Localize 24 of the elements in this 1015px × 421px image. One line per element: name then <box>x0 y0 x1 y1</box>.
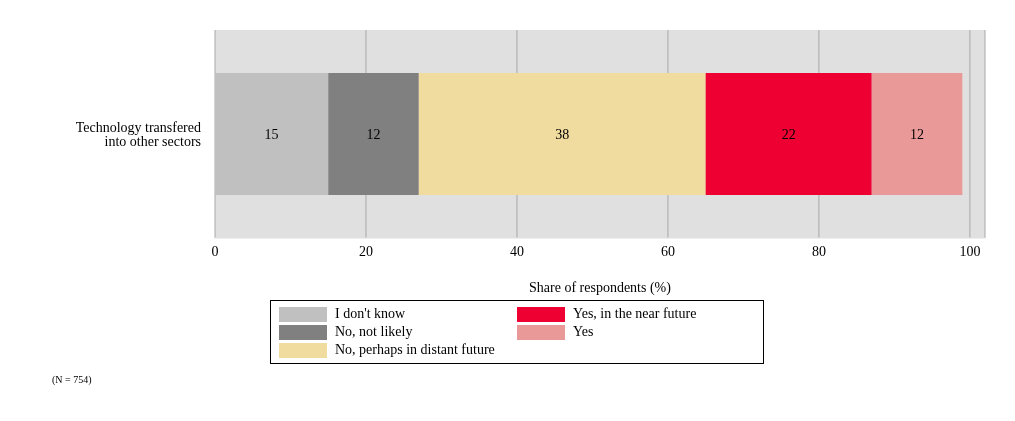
x-tick-label: 20 <box>358 243 373 259</box>
x-tick-label: 100 <box>959 243 981 259</box>
y-tick-label: Technology transfered into other sectors <box>75 119 201 149</box>
bar <box>871 73 963 195</box>
data-label: 38 <box>555 126 570 142</box>
bar <box>705 73 872 195</box>
x-tick-label: 80 <box>811 243 826 259</box>
legend-label: Yes <box>573 324 594 340</box>
x-tick-label: 0 <box>211 243 219 259</box>
legend-label: Yes, in the near future <box>573 306 697 322</box>
bar <box>215 73 329 195</box>
x-tick-label: 60 <box>660 243 675 259</box>
data-label: 12 <box>910 126 925 142</box>
bar <box>328 73 419 195</box>
x-tick-label: 40 <box>509 243 524 259</box>
text: (N = 754) <box>52 374 92 385</box>
legend-label: I don't know <box>335 306 406 322</box>
legend-label: No, not likely <box>335 324 413 340</box>
x-axis-title: Share of respondents (%) <box>529 280 672 296</box>
data-label: 22 <box>781 126 796 142</box>
data-label: 15 <box>264 126 279 142</box>
data-label: 12 <box>366 126 381 142</box>
bar <box>418 73 706 195</box>
legend-label: No, perhaps in distant future <box>335 342 495 358</box>
